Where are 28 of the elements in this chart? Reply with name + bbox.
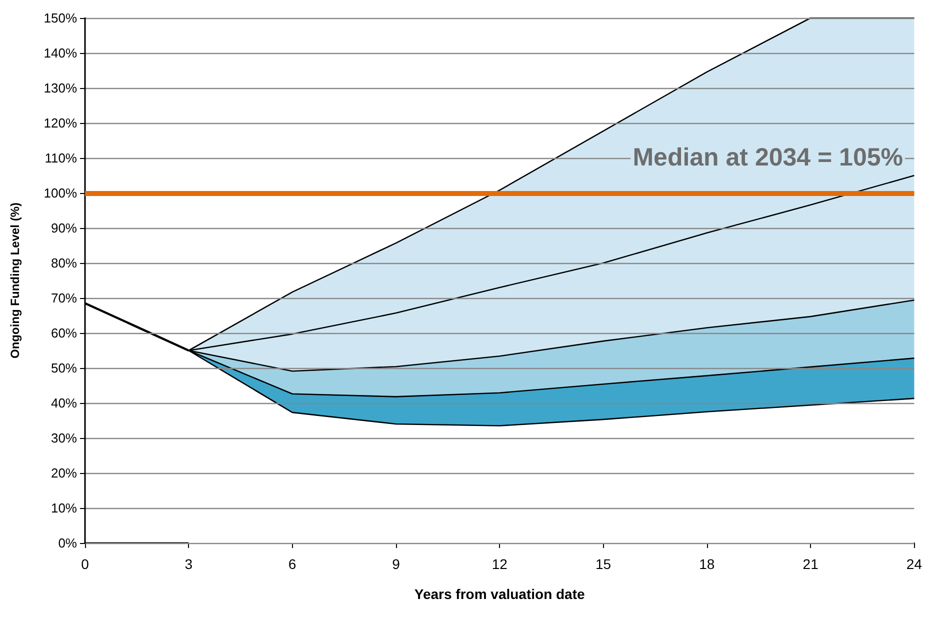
y-tick-label: 50% xyxy=(50,360,78,376)
y-tick-label: 0% xyxy=(58,536,78,550)
annotation: Median at 2034 = 105% xyxy=(632,144,904,172)
y-tick-label: 120% xyxy=(44,116,78,130)
x-tick-label: 15 xyxy=(595,556,612,572)
y-tick-label: 40% xyxy=(50,396,78,410)
y-tick-label: 110% xyxy=(44,150,78,166)
y-axis-title: Ongoing Funding Level (%) xyxy=(8,202,22,358)
y-tick-label: 140% xyxy=(44,46,78,60)
x-tick-label: 18 xyxy=(699,556,715,572)
y-tick-label: 100% xyxy=(44,186,78,200)
y-tick-label: 20% xyxy=(50,466,78,480)
x-tick-label: 21 xyxy=(802,556,819,572)
x-tick-label: 9 xyxy=(392,556,400,572)
y-tick-label: 80% xyxy=(50,256,78,270)
x-tick-label: 0 xyxy=(81,556,90,572)
y-tick-label: 150% xyxy=(44,10,78,26)
x-tick-label: 6 xyxy=(288,556,296,572)
y-tick-label: 30% xyxy=(50,430,78,446)
y-tick-label: 70% xyxy=(50,290,78,306)
y-tick-label: 90% xyxy=(50,220,78,236)
y-tick-label: 60% xyxy=(50,326,78,340)
y-tick-label: 10% xyxy=(50,500,78,516)
x-tick-label: 12 xyxy=(492,556,508,572)
x-tick-label: 3 xyxy=(184,556,193,572)
y-tick-label: 130% xyxy=(44,80,78,96)
x-axis-title: Years from valuation date xyxy=(414,586,586,602)
x-tick-label: 24 xyxy=(906,556,922,572)
